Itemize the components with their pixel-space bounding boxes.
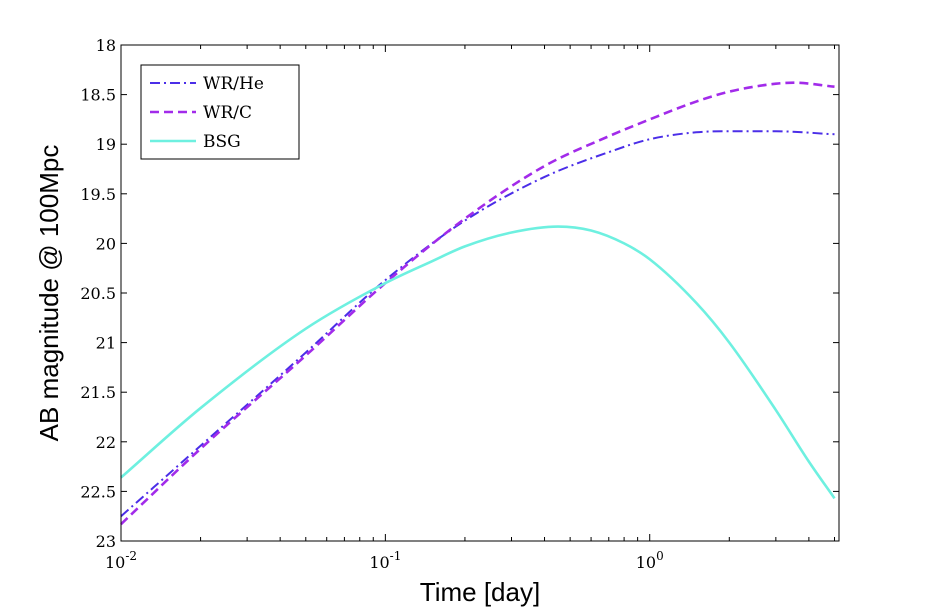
y-tick-label: 22.5 [80,482,116,501]
legend-label: WR/He [203,74,264,94]
y-tick-label: 20 [96,234,116,253]
series-layer [120,81,836,526]
y-tick-label: 21 [96,334,116,353]
y-tick-label: 22 [96,433,116,452]
series-line-bsg [120,225,836,500]
x-axis-title: Time [day] [420,577,540,607]
y-tick-label: 18.5 [80,86,116,105]
y-tick-label: 18 [96,36,116,55]
legend-label: WR/C [203,103,252,123]
x-tick-label: 10-1 [369,549,401,572]
legend-label: BSG [203,132,241,152]
x-tick-label: 10-2 [105,549,137,572]
y-tick-label: 19.5 [80,185,116,204]
series-line-wr-he [120,130,835,517]
y-tick-label: 21.5 [80,383,116,402]
x-tick-label: 100 [636,549,664,572]
y-axis-title: AB magnitude @ 100Mpc [34,145,64,442]
legend: WR/He WR/C BSG [140,64,300,160]
y-tick-label: 19 [96,135,116,154]
series-line-wr-c [120,81,835,526]
y-tick-label: 23 [96,532,116,551]
y-tick-label: 20.5 [80,284,116,303]
